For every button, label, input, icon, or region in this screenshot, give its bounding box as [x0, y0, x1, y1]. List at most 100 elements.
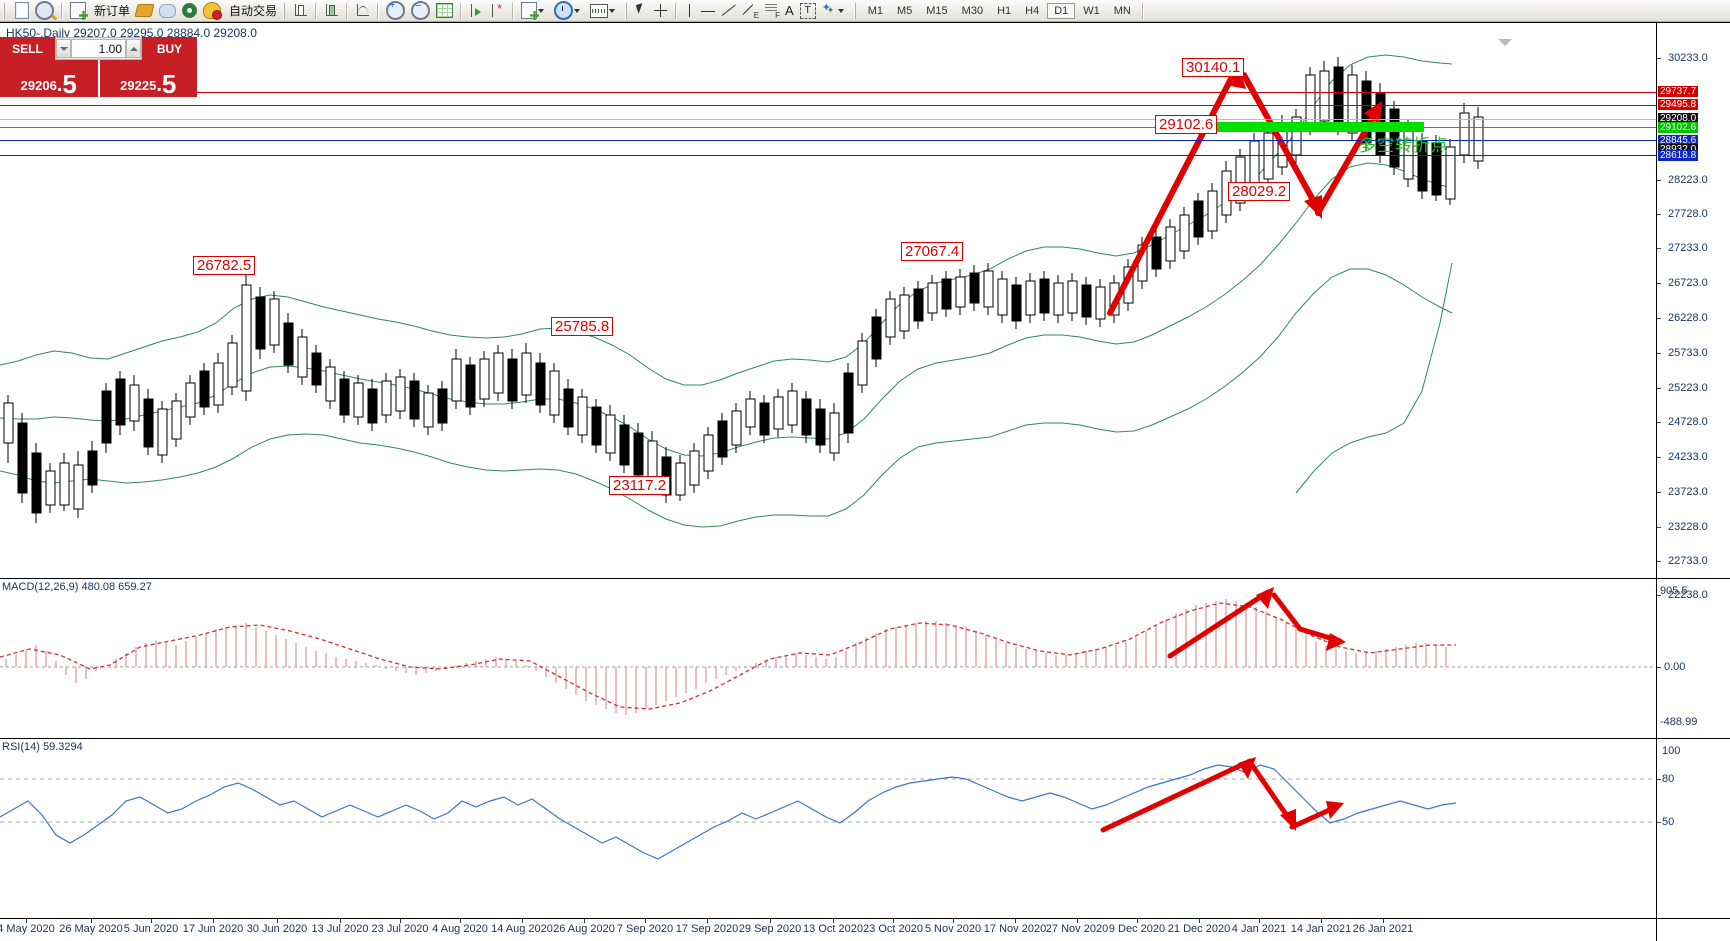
buy-price-dot: . — [156, 74, 162, 96]
gann-fan-icon[interactable] — [740, 1, 761, 21]
price-tick: 22238.0 — [1668, 589, 1708, 601]
date-label: 4 Jan 2021 — [1231, 923, 1287, 935]
candlesticks — [3, 57, 1484, 523]
date-label: 14 Jan 2021 — [1290, 923, 1352, 935]
rsi-plot — [0, 757, 1656, 860]
bar-chart-icon[interactable] — [290, 1, 311, 21]
tab-timeframe-m1[interactable]: M1 — [867, 4, 883, 17]
label-23117: 23117.2 — [609, 476, 671, 495]
price-tick: 23723.0 — [1668, 486, 1708, 498]
level-line-29102 — [0, 127, 1656, 128]
price-axis-divider — [1656, 23, 1657, 578]
macd-plot — [0, 587, 1656, 715]
toolbar-separator-5 — [460, 2, 463, 19]
tab-timeframe-m15[interactable]: M15 — [926, 4, 948, 17]
autotrading-icon[interactable] — [200, 1, 224, 21]
macd-axis-divider — [1656, 579, 1657, 738]
toolbar-grip[interactable] — [3, 2, 7, 19]
signals-icon[interactable] — [179, 1, 200, 21]
toolbar-grip-3[interactable] — [625, 2, 630, 19]
vertical-line-icon[interactable] — [681, 1, 697, 21]
date-label: 23 Oct 2020 — [863, 923, 923, 935]
rsi-axis-divider — [1656, 739, 1657, 918]
trendline-icon[interactable] — [719, 1, 740, 21]
tab-timeframe-mn[interactable]: MN — [1113, 4, 1131, 17]
date-label: 17 Sep 2020 — [675, 923, 739, 935]
one-click-trading-panel[interactable]: SELL 1.00 BUY 29206 . 5 29225 . 5 — [0, 37, 197, 97]
tab-timeframe-w1[interactable]: W1 — [1083, 4, 1100, 17]
date-label: 7 Sep 2020 — [616, 923, 674, 935]
down-arrow-1 — [1241, 72, 1321, 212]
toolbar-grip-4[interactable] — [853, 2, 858, 19]
level-line-29495 — [0, 105, 1656, 106]
volume-stepper[interactable]: 1.00 — [55, 37, 142, 60]
date-label: 5 Jun 2020 — [123, 923, 179, 935]
chart-shift-icon[interactable] — [487, 1, 508, 21]
toolbar-grip-2[interactable] — [283, 2, 288, 19]
price-tick: 30233.0 — [1668, 52, 1708, 64]
grid-icon[interactable] — [433, 1, 456, 21]
level-28845: 28845.6 — [1658, 135, 1699, 146]
buy-price[interactable]: 29225 . 5 — [99, 60, 197, 97]
new-order-label[interactable]: 新订单 — [89, 1, 133, 21]
date-label: 4 May 2020 — [0, 923, 55, 935]
price-pane[interactable]: HK50-,Daily 29207.0 29295.0 28884.0 2920… — [0, 22, 1730, 601]
sell-price-integer: 29206 — [20, 78, 57, 93]
rsi-tick: 80 — [1662, 773, 1675, 785]
volume-increment-button[interactable] — [126, 39, 141, 58]
date-label: 26 Aug 2020 — [553, 923, 615, 935]
sell-price[interactable]: 29206 . 5 — [0, 60, 100, 97]
label-28029: 28029.2 — [1228, 182, 1291, 201]
auto-scroll-icon[interactable] — [466, 1, 487, 21]
indicators-icon[interactable] — [518, 1, 551, 21]
label-25785: 25785.8 — [551, 317, 614, 336]
text-label-icon[interactable]: T — [797, 1, 819, 21]
level-29737: 29737.7 — [1658, 86, 1699, 97]
tab-timeframe-h4[interactable]: H4 — [1025, 4, 1040, 17]
gold-icon[interactable] — [133, 1, 156, 21]
macd-pane[interactable]: MACD(12,26,9) 480.08 659.27 — [0, 578, 1730, 738]
zoom-out-icon[interactable] — [408, 0, 433, 21]
date-label: 9 Dec 2020 — [1108, 923, 1166, 935]
tab-timeframe-m5[interactable]: M5 — [896, 4, 913, 17]
level-29102: 29102.6 — [1658, 122, 1699, 133]
templates-icon[interactable] — [587, 1, 622, 21]
market-watch-icon[interactable] — [32, 1, 57, 21]
macd-histogram — [5, 599, 1447, 715]
line-chart-icon[interactable] — [352, 1, 373, 21]
horizontal-line-icon[interactable] — [697, 1, 719, 21]
chart-area[interactable]: HK50-,Daily 29207.0 29295.0 28884.0 2920… — [0, 22, 1730, 941]
volume-input[interactable]: 1.00 — [71, 39, 126, 58]
autotrading-label[interactable]: 自动交易 — [224, 1, 280, 21]
sell-button[interactable]: SELL — [0, 37, 55, 60]
ticket-header: SELL 1.00 BUY — [0, 37, 197, 60]
objects-icon[interactable] — [819, 1, 851, 21]
new-chart-icon[interactable] — [10, 1, 32, 21]
tab-timeframe-m30[interactable]: M30 — [961, 4, 984, 17]
date-axis[interactable]: 4 May 2020 26 May 2020 5 Jun 2020 17 Jun… — [0, 918, 1730, 941]
zoom-in-icon[interactable] — [383, 0, 408, 21]
macd-signal-line — [0, 602, 1456, 710]
tab-timeframe-h1[interactable]: H1 — [997, 4, 1012, 17]
price-tick: 23228.0 — [1668, 521, 1708, 533]
price-tick: 25223.0 — [1668, 382, 1708, 394]
cloud-icon[interactable] — [156, 1, 179, 21]
price-tick: 25733.0 — [1668, 347, 1708, 359]
autotrading-text: 自动交易 — [229, 4, 278, 18]
rsi-pane[interactable]: RSI(14) 59.3294 100 80 50 — [0, 738, 1730, 918]
tab-timeframe-d1[interactable]: D1 — [1047, 2, 1076, 19]
rsi-tick: 50 — [1662, 816, 1675, 828]
price-tick: 26228.0 — [1668, 312, 1708, 324]
periods-icon[interactable] — [551, 1, 587, 21]
ticket-prices: 29206 . 5 29225 . 5 — [0, 60, 197, 97]
cursor-icon[interactable] — [632, 1, 650, 21]
level-29495: 29495.8 — [1658, 99, 1699, 110]
fibonacci-icon[interactable] — [761, 1, 782, 21]
text-icon[interactable]: A — [785, 3, 794, 18]
candlestick-chart-icon[interactable] — [321, 1, 342, 21]
volume-decrement-button[interactable] — [56, 39, 71, 58]
new-order-icon[interactable] — [67, 1, 89, 21]
price-tick: 24728.0 — [1668, 416, 1708, 428]
crosshair-icon[interactable] — [650, 1, 671, 21]
buy-button[interactable]: BUY — [142, 37, 197, 60]
